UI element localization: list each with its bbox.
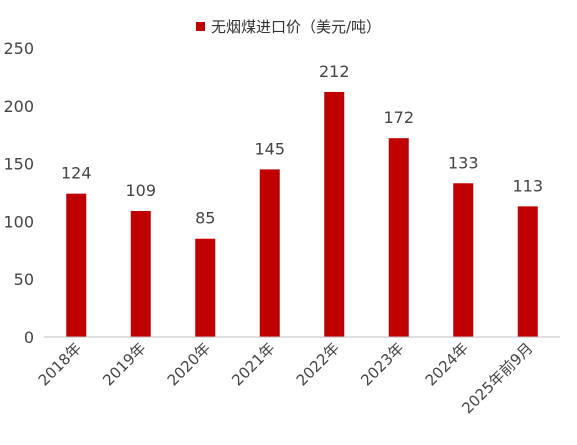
bar (66, 193, 87, 337)
y-tick-label: 150 (3, 155, 34, 174)
y-tick-label: 250 (3, 39, 34, 58)
legend-swatch (195, 22, 205, 31)
legend-label: 无烟煤进口价（美元/吨） (210, 18, 382, 36)
x-tick-label: 2018年 (35, 339, 85, 389)
bar (130, 211, 151, 337)
data-label: 85 (195, 209, 215, 228)
x-tick-label: 2020年 (164, 339, 214, 389)
data-label: 172 (383, 108, 414, 127)
y-tick-label: 200 (3, 97, 34, 116)
bar (453, 183, 474, 337)
x-tick-label: 2021年 (228, 339, 278, 389)
data-label: 145 (254, 139, 285, 158)
bar (195, 238, 216, 337)
data-label: 124 (61, 164, 92, 183)
x-tick-label: 2024年 (422, 339, 472, 389)
bar (517, 206, 538, 337)
x-tick-label: 2022年 (293, 339, 343, 389)
bar (259, 169, 280, 337)
bar (324, 91, 345, 338)
y-tick-label: 0 (24, 328, 34, 347)
legend: 无烟煤进口价（美元/吨） (0, 16, 577, 37)
y-tick-label: 100 (3, 212, 34, 231)
data-label: 212 (319, 62, 350, 81)
data-label: 109 (125, 181, 156, 200)
bar (388, 138, 409, 337)
y-tick-label: 50 (14, 270, 34, 289)
data-label: 113 (512, 176, 543, 195)
data-label: 133 (448, 153, 479, 172)
x-tick-label: 2023年 (357, 339, 407, 389)
x-tick-label: 2019年 (99, 339, 149, 389)
